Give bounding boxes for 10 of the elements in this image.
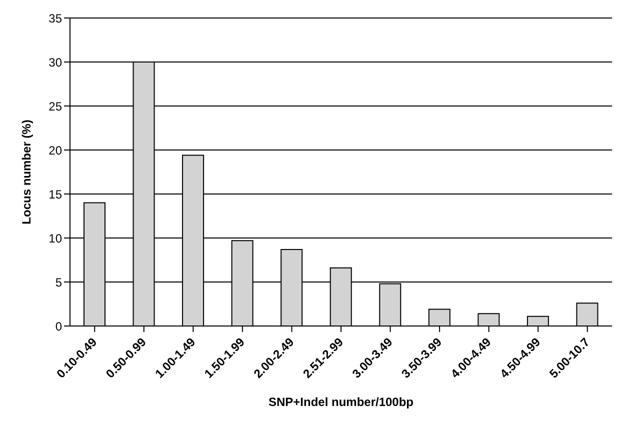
y-tick-label: 30	[48, 55, 62, 70]
y-tick-label: 35	[48, 11, 62, 26]
y-tick-label: 15	[48, 187, 62, 202]
x-axis-title: SNP+Indel number/100bp	[268, 395, 414, 409]
y-tick-label: 25	[48, 99, 62, 114]
y-tick-label: 0	[55, 319, 62, 334]
y-tick-label: 5	[55, 275, 62, 290]
y-tick-label: 10	[48, 231, 62, 246]
y-tick-label: 20	[48, 143, 62, 158]
y-axis-title: Locus number (%)	[19, 120, 34, 224]
